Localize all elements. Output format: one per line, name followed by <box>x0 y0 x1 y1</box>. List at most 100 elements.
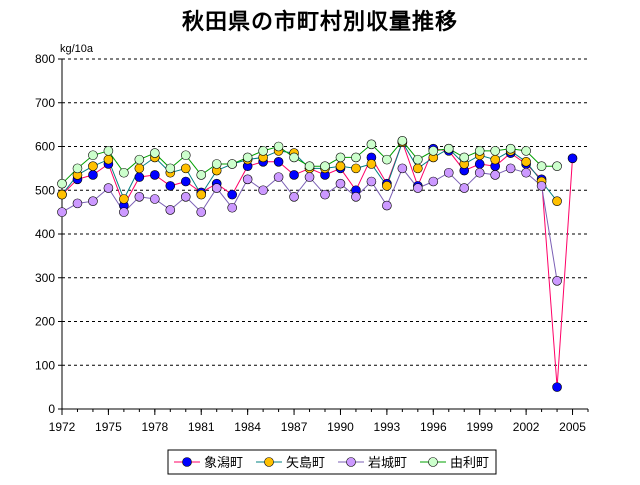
data-point-s3-1990 <box>335 152 346 163</box>
data-point-s3-1978 <box>150 148 160 158</box>
data-point-s3-1993 <box>382 154 392 165</box>
data-point-s1-1974 <box>88 161 98 171</box>
y-tick-label-100: 100 <box>35 358 55 372</box>
x-tick-label-1996: 1996 <box>420 420 447 434</box>
data-point-s3-1977 <box>134 154 145 165</box>
x-tick-label-1978: 1978 <box>141 420 168 434</box>
x-tick-label-1972: 1972 <box>49 420 76 434</box>
data-point-s1-1990 <box>335 161 346 171</box>
data-point-s0-1987 <box>289 170 299 180</box>
data-point-s3-1974 <box>88 150 98 161</box>
data-point-s3-1983 <box>227 159 237 169</box>
data-point-s3-1998 <box>459 152 470 163</box>
data-point-s2-2002 <box>521 167 531 178</box>
data-point-s3-1992 <box>366 139 377 150</box>
data-point-s3-1982 <box>211 159 222 169</box>
data-point-s1-2002 <box>521 157 531 167</box>
data-point-s2-1974 <box>88 196 98 206</box>
x-tick-label-2002: 2002 <box>513 420 540 434</box>
data-point-s2-1977 <box>134 192 145 202</box>
data-point-s2-1981 <box>196 207 207 217</box>
data-point-s3-2004 <box>552 161 562 171</box>
data-point-s2-1975 <box>103 183 114 193</box>
data-point-s3-1994 <box>397 136 408 146</box>
data-point-s2-1998 <box>459 183 470 193</box>
data-point-s1-1975 <box>103 154 114 165</box>
data-point-s2-1992 <box>366 176 377 187</box>
data-point-s3-1979 <box>165 163 176 174</box>
data-point-s2-2000 <box>490 170 500 180</box>
data-point-s2-1972 <box>57 207 67 217</box>
series <box>57 136 578 392</box>
data-point-s3-1991 <box>351 152 361 163</box>
x-tick-label-1981: 1981 <box>188 420 215 434</box>
data-point-s3-2001 <box>505 143 516 154</box>
data-point-s1-1993 <box>382 181 392 191</box>
data-point-s0-1974 <box>88 170 98 180</box>
data-point-s2-1991 <box>351 192 361 202</box>
data-point-s3-1973 <box>72 163 83 174</box>
data-point-s2-1986 <box>273 172 284 182</box>
data-point-s3-1980 <box>180 150 191 161</box>
data-point-s0-1979 <box>165 181 176 191</box>
data-point-s1-2004 <box>552 196 562 206</box>
data-point-s0-1983 <box>227 189 237 200</box>
data-point-s3-1975 <box>103 146 114 156</box>
data-point-s0-1977 <box>134 172 145 182</box>
y-tick-label-400: 400 <box>35 227 55 241</box>
data-point-s3-2003 <box>536 161 547 171</box>
series-line-2 <box>61 167 558 281</box>
data-point-s1-1977 <box>134 163 145 174</box>
data-point-s1-1991 <box>351 163 361 174</box>
tick-labels: 0 100 200 300 400 500 600 700 800 1972 1975 1978 198… <box>35 52 586 434</box>
data-point-s2-1989 <box>320 189 330 200</box>
data-point-s0-2004 <box>552 382 562 392</box>
data-point-s2-1997 <box>443 167 454 178</box>
data-point-s2-1983 <box>227 202 237 213</box>
data-point-s2-1994 <box>397 163 408 174</box>
data-point-s2-1976 <box>119 207 129 217</box>
x-tick-label-1987: 1987 <box>281 420 308 434</box>
legend-label-2: 岩城町 <box>368 456 407 471</box>
data-point-s1-2000 <box>490 154 500 165</box>
legend-marker-1 <box>264 457 274 467</box>
data-point-s2-1999 <box>474 167 485 178</box>
data-point-s0-2005 <box>567 153 578 164</box>
data-point-s2-1995 <box>413 183 423 193</box>
data-point-s2-1987 <box>289 192 299 202</box>
data-point-s2-1985 <box>258 185 268 196</box>
y-tick-label-300: 300 <box>35 271 55 285</box>
y-tick-label-600: 600 <box>35 140 55 154</box>
y-axis-unit-label: kg/10a <box>60 43 94 55</box>
data-point-s3-1984 <box>242 152 253 163</box>
data-point-s1-1980 <box>180 163 191 174</box>
axes <box>58 58 589 415</box>
x-tick-label-1999: 1999 <box>466 420 493 434</box>
data-point-s2-2001 <box>505 163 516 174</box>
data-point-s2-1982 <box>211 183 222 193</box>
y-tick-label-800: 800 <box>35 52 55 66</box>
data-point-s2-1979 <box>165 205 176 215</box>
data-point-s3-1987 <box>289 152 299 163</box>
data-point-s1-1981 <box>196 189 207 200</box>
y-tick-label-500: 500 <box>35 183 55 197</box>
data-point-s3-1995 <box>413 154 423 165</box>
data-point-s2-1984 <box>242 174 253 185</box>
data-point-s2-1990 <box>335 178 346 189</box>
x-tick-label-1984: 1984 <box>234 420 261 434</box>
data-point-s3-1997 <box>443 143 454 154</box>
data-point-s2-1996 <box>428 176 439 187</box>
legend-marker-3 <box>428 457 438 467</box>
gridlines <box>62 58 588 366</box>
data-point-s3-1989 <box>320 161 330 171</box>
data-point-s3-2002 <box>521 146 531 156</box>
data-point-s2-2003 <box>536 181 547 191</box>
data-point-s2-1973 <box>72 198 83 209</box>
x-tick-label-1975: 1975 <box>95 420 122 434</box>
data-point-s1-1992 <box>366 159 377 169</box>
data-point-s3-1972 <box>57 178 67 189</box>
data-point-s1-1976 <box>119 194 129 204</box>
data-point-s3-1986 <box>273 141 284 152</box>
